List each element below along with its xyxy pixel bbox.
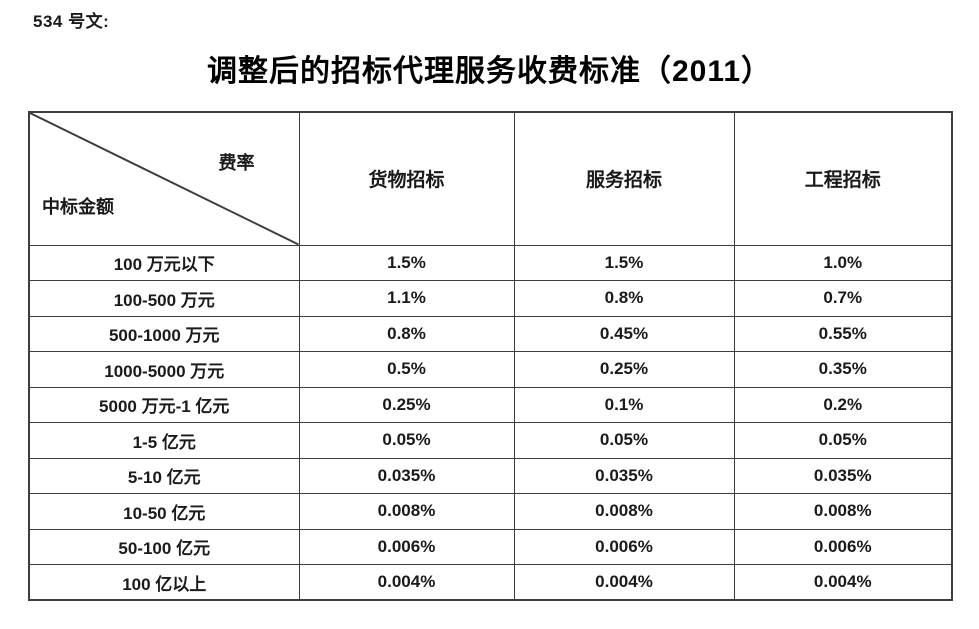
fee-value: 0.8% <box>513 280 735 317</box>
fee-value: 0.55% <box>733 315 953 352</box>
fee-value: 0.7% <box>733 280 953 317</box>
fee-value: 0.45% <box>513 315 735 352</box>
fee-value: 0.25% <box>513 351 735 388</box>
row-label: 100 万元以下 <box>28 244 300 281</box>
fee-value: 0.006% <box>733 528 953 565</box>
fee-value: 1.5% <box>298 244 515 281</box>
table-row: 1000-5000 万元 0.5% 0.25% 0.35% <box>28 351 953 388</box>
column-header-goods-bidding: 货物招标 <box>298 111 515 246</box>
row-label: 100 亿以上 <box>28 564 300 601</box>
fee-value: 0.05% <box>298 422 515 459</box>
fee-value: 1.0% <box>733 244 953 281</box>
fee-value: 0.035% <box>298 457 515 494</box>
table-row: 500-1000 万元 0.8% 0.45% 0.55% <box>28 315 953 352</box>
table-row: 50-100 亿元 0.006% 0.006% 0.006% <box>28 528 953 565</box>
fee-value: 0.25% <box>298 386 515 423</box>
table-row: 5-10 亿元 0.035% 0.035% 0.035% <box>28 457 953 494</box>
fee-value: 0.004% <box>298 564 515 601</box>
fee-value: 0.008% <box>513 493 735 530</box>
fee-value: 0.004% <box>513 564 735 601</box>
page-title: 调整后的招标代理服务收费标准（2011） <box>206 55 773 88</box>
fee-value: 0.006% <box>298 528 515 565</box>
table-row: 100 亿以上 0.004% 0.004% 0.004% <box>28 564 953 601</box>
row-label: 50-100 亿元 <box>28 528 300 565</box>
fee-value: 0.035% <box>513 457 735 494</box>
fee-value: 0.1% <box>513 386 735 423</box>
fee-value: 0.035% <box>733 457 953 494</box>
fee-value: 0.2% <box>733 386 953 423</box>
corner-label-rate: 费率 <box>218 153 255 173</box>
fee-value: 0.5% <box>298 351 515 388</box>
table-row: 10-50 亿元 0.008% 0.008% 0.008% <box>28 493 953 530</box>
fee-value: 0.008% <box>298 493 515 530</box>
fee-value: 0.05% <box>733 422 953 459</box>
fee-table: 费率 中标金额 货物招标 服务招标 工程招标 100 万元以下 1.5% 1.5… <box>28 111 953 601</box>
row-label: 5-10 亿元 <box>28 457 300 494</box>
fee-value: 0.35% <box>733 351 953 388</box>
corner-header-cell: 费率 中标金额 <box>28 111 300 246</box>
doc-number-label: 534 号文: <box>33 12 110 31</box>
fee-value: 0.004% <box>733 564 953 601</box>
fee-value: 1.1% <box>298 280 515 317</box>
table-row: 100-500 万元 1.1% 0.8% 0.7% <box>28 280 953 317</box>
column-header-service-bidding: 服务招标 <box>513 111 735 246</box>
table-row: 5000 万元-1 亿元 0.25% 0.1% 0.2% <box>28 386 953 423</box>
fee-value: 0.006% <box>513 528 735 565</box>
row-label: 100-500 万元 <box>28 280 300 317</box>
fee-value: 1.5% <box>513 244 735 281</box>
fee-value: 0.008% <box>733 493 953 530</box>
table-header-row: 费率 中标金额 货物招标 服务招标 工程招标 <box>28 111 953 246</box>
column-header-engineering-bidding: 工程招标 <box>733 111 953 246</box>
corner-label-amount: 中标金额 <box>42 196 114 217</box>
table-row: 100 万元以下 1.5% 1.5% 1.0% <box>28 244 953 281</box>
fee-value: 0.05% <box>513 422 735 459</box>
row-label: 5000 万元-1 亿元 <box>28 386 300 423</box>
row-label: 10-50 亿元 <box>28 493 300 530</box>
row-label: 1000-5000 万元 <box>28 351 300 388</box>
fee-value: 0.8% <box>298 315 515 352</box>
row-label: 500-1000 万元 <box>28 315 300 352</box>
row-label: 1-5 亿元 <box>28 422 300 459</box>
table-row: 1-5 亿元 0.05% 0.05% 0.05% <box>28 422 953 459</box>
diagonal-divider-line <box>30 113 298 244</box>
